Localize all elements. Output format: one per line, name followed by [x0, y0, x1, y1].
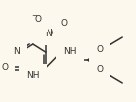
Text: O: O — [1, 64, 8, 73]
Text: O: O — [34, 16, 41, 24]
Text: N: N — [13, 48, 20, 57]
Text: O: O — [96, 45, 103, 54]
Text: +: + — [49, 29, 54, 34]
Text: NH: NH — [63, 48, 77, 57]
Text: N: N — [45, 28, 52, 38]
Text: O: O — [96, 65, 103, 74]
Text: O: O — [60, 19, 67, 28]
Text: −: − — [31, 13, 37, 19]
Text: NH: NH — [26, 72, 40, 80]
